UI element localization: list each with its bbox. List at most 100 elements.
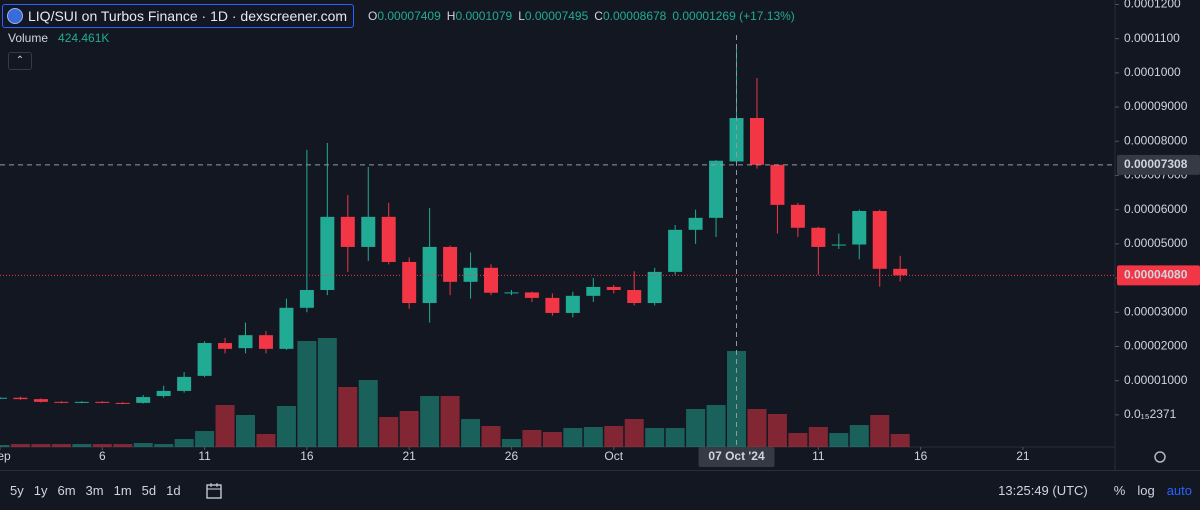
candle-body: [156, 390, 171, 397]
c-label: C: [594, 9, 603, 23]
volume-bar: [297, 341, 317, 447]
volume-bar: [92, 443, 112, 447]
o-label: O: [368, 9, 378, 23]
volume-bar: [236, 414, 256, 447]
volume-bar: [379, 416, 399, 447]
high-value: 0.0001079: [455, 9, 513, 23]
range-button[interactable]: 6m: [57, 483, 76, 498]
y-tick-label: 0.00002000: [1124, 339, 1188, 353]
candle-body: [627, 290, 642, 304]
x-tick-label: 21: [402, 449, 416, 463]
volume-bar: [51, 443, 71, 447]
range-button[interactable]: 5y: [10, 483, 24, 498]
volume-bar: [624, 419, 644, 447]
volume-bar: [0, 445, 10, 447]
candle-body: [586, 286, 601, 296]
y-tick-label: 0.00006000: [1124, 202, 1188, 216]
title-box[interactable]: LIQ/SUI on Turbos Finance · 1D · dexscre…: [2, 4, 355, 28]
candle-body: [13, 397, 28, 400]
y-tick-label: 0.00005000: [1124, 236, 1188, 250]
range-button[interactable]: 3m: [85, 483, 104, 498]
crosshair-date-box: [698, 447, 775, 467]
crosshair-date-label: 07 Oct '24: [708, 449, 765, 463]
volume-bar: [747, 408, 767, 447]
range-group: 5y 1y 6m 3m 1m 5d 1d: [0, 483, 181, 498]
volume-bar: [10, 443, 30, 447]
token-icon: [7, 8, 23, 24]
candle-body: [238, 335, 253, 349]
candle-body: [852, 211, 867, 245]
volume-label: Volume: [8, 31, 49, 45]
volume-bar: [420, 396, 440, 447]
volume-bar: [338, 387, 358, 447]
volume-bar: [808, 427, 828, 447]
volume-bar: [31, 443, 51, 447]
volume-bar: [870, 414, 890, 447]
volume-bar: [686, 408, 706, 447]
volume-bar: [440, 396, 460, 447]
y-tick-label: 0.00001000: [1124, 373, 1188, 387]
clock: 13:25:49 (UTC): [998, 483, 1088, 498]
candle-body: [831, 244, 846, 246]
candle-body: [790, 204, 805, 228]
x-tick-label: 26: [505, 449, 519, 463]
header: LIQ/SUI on Turbos Finance · 1D · dexscre…: [2, 4, 795, 28]
y-tick-label: 0.00003000: [1124, 304, 1188, 318]
open-value: 0.00007409: [377, 9, 441, 23]
volume-bar: [522, 430, 542, 447]
y-tick-label: 0.0001200: [1124, 0, 1181, 11]
candle-body: [0, 397, 7, 399]
plot: [0, 45, 910, 447]
candle-body: [177, 376, 192, 391]
y-tick-label: 0.00008000: [1124, 133, 1188, 147]
volume-bar: [195, 431, 215, 447]
range-button[interactable]: 1y: [33, 483, 48, 498]
candle-body: [340, 216, 355, 247]
volume-bar: [501, 439, 521, 447]
price-axis: [1115, 0, 1200, 470]
volume-bar: [583, 427, 603, 447]
close-value: 0.00008678: [602, 9, 667, 23]
log-button[interactable]: log: [1137, 483, 1155, 498]
volume-bar: [849, 425, 869, 447]
volume-bar: [767, 414, 787, 447]
volume-value: 424.461K: [58, 31, 110, 45]
candle-body: [258, 335, 273, 349]
toolbar-right: 13:25:49 (UTC) % log auto: [998, 483, 1192, 498]
candle-body: [688, 217, 703, 230]
volume-bar: [133, 442, 153, 447]
volume-bar: [890, 434, 910, 447]
calendar-icon[interactable]: [205, 482, 223, 500]
x-tick-label: 21: [1016, 449, 1030, 463]
y-tick-label: 0.0001100: [1124, 31, 1180, 45]
crosshair-price-box: [1117, 154, 1200, 175]
volume-bar: [788, 433, 808, 447]
collapse-button[interactable]: ⌃: [8, 52, 32, 70]
range-button[interactable]: 1m: [113, 483, 132, 498]
volume-bar: [665, 428, 685, 447]
l-label: L: [518, 9, 525, 23]
range-button[interactable]: 5d: [141, 483, 157, 498]
y-tick-label: 0.00009000: [1124, 99, 1188, 113]
volume-bar: [276, 405, 296, 447]
range-button[interactable]: 1d: [166, 483, 181, 498]
percent-button[interactable]: %: [1113, 483, 1126, 498]
candle-body: [463, 267, 478, 282]
candle-body: [545, 297, 560, 313]
candle-body: [299, 290, 314, 308]
candle-body: [770, 164, 785, 205]
h-label: H: [446, 9, 456, 23]
candle-body: [197, 343, 212, 376]
settings-icon[interactable]: [1154, 451, 1166, 463]
volume-bar: [72, 443, 92, 447]
volume-bar: [706, 405, 726, 447]
auto-button[interactable]: auto: [1166, 483, 1192, 498]
volume-bar: [461, 419, 481, 447]
candle-body: [729, 118, 744, 162]
chart: 0.0001200 0.0001100 0.0001000 0.00009000 0.0…: [0, 0, 1200, 470]
candle-body: [872, 211, 887, 269]
volume-bar: [113, 443, 133, 447]
candle-body: [136, 397, 151, 403]
volume-legend: Volume 424.461K: [8, 31, 109, 45]
